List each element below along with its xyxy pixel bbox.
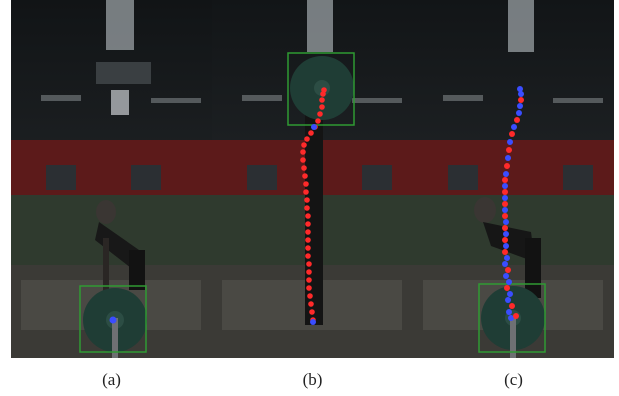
caption-a: (a) xyxy=(102,370,121,389)
panel-a-photo xyxy=(11,0,212,358)
barbell-bounding-box xyxy=(287,52,355,126)
barbell-bounding-box xyxy=(478,283,546,353)
bar-path-trajectory xyxy=(502,86,524,321)
panel-b xyxy=(212,0,413,358)
bar-path-trajectory xyxy=(300,87,327,323)
panel-a xyxy=(11,0,212,358)
panel-c xyxy=(413,0,614,358)
caption-b: (b) xyxy=(302,370,323,389)
caption-c: (c) xyxy=(504,370,523,389)
panel-b-photo xyxy=(212,0,413,358)
start-point xyxy=(109,316,117,324)
barbell-bounding-box xyxy=(79,285,147,353)
panel-c-photo xyxy=(413,0,614,358)
